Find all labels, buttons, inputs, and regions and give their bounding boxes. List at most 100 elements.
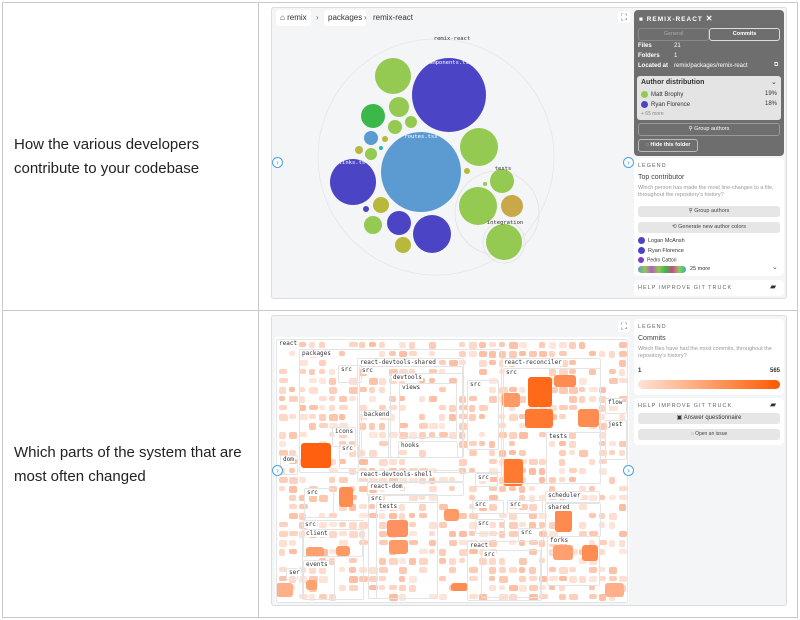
hot-file-tile[interactable] xyxy=(554,375,576,387)
file-tile[interactable] xyxy=(439,414,445,421)
hot-file-tile[interactable] xyxy=(525,409,553,428)
file-tile[interactable] xyxy=(399,594,406,601)
folder-rdom[interactable] xyxy=(367,482,464,496)
file-tile[interactable] xyxy=(319,594,327,600)
file-tile[interactable] xyxy=(279,369,287,374)
file-tile[interactable] xyxy=(509,522,518,529)
file-tile[interactable] xyxy=(609,594,615,601)
file-tile[interactable] xyxy=(459,468,466,474)
file-tile[interactable] xyxy=(329,531,337,538)
file-tile[interactable] xyxy=(459,531,467,537)
folder-src[interactable] xyxy=(472,500,504,514)
file-tile[interactable] xyxy=(419,414,425,420)
file-tile[interactable] xyxy=(619,549,627,554)
folder-forks[interactable] xyxy=(547,536,600,586)
file-tile[interactable] xyxy=(309,576,318,582)
file-tile[interactable] xyxy=(279,450,288,456)
tab-general[interactable]: General xyxy=(638,28,709,41)
file-tile[interactable] xyxy=(299,513,306,520)
file-tile[interactable] xyxy=(519,585,527,592)
file-tile[interactable] xyxy=(399,378,405,384)
file-tile[interactable] xyxy=(489,351,496,358)
file-tile[interactable] xyxy=(279,414,288,421)
file-tile[interactable] xyxy=(309,567,316,574)
file-tile[interactable] xyxy=(589,486,595,491)
file-tile[interactable] xyxy=(399,342,406,348)
file-tile[interactable] xyxy=(329,396,335,401)
collapse-right-button[interactable]: › xyxy=(623,465,634,476)
breadcrumb-remix[interactable]: ⌂ remix xyxy=(276,10,311,26)
file-tile[interactable] xyxy=(529,567,536,574)
file-tile[interactable] xyxy=(279,531,288,537)
file-tile[interactable] xyxy=(579,387,585,392)
file-bubble[interactable] xyxy=(389,97,409,117)
file-tile[interactable] xyxy=(449,531,456,537)
file-tile[interactable] xyxy=(419,504,426,511)
file-tile[interactable] xyxy=(369,477,378,482)
file-tile[interactable] xyxy=(469,531,475,536)
open-issue-button[interactable]: ◌ Open an issue xyxy=(638,429,780,440)
folder-flow[interactable] xyxy=(605,398,627,414)
file-tile[interactable] xyxy=(389,585,397,590)
feedback-icon[interactable]: ▰ xyxy=(770,400,777,409)
file-tile[interactable] xyxy=(379,540,388,545)
file-tile[interactable] xyxy=(349,504,356,511)
file-tile[interactable] xyxy=(389,369,398,376)
file-tile[interactable] xyxy=(419,567,427,573)
file-tile[interactable] xyxy=(619,414,625,421)
file-tile[interactable] xyxy=(339,540,348,546)
file-tile[interactable] xyxy=(499,567,506,573)
file-tile[interactable] xyxy=(359,459,368,465)
file-tile[interactable] xyxy=(549,477,556,483)
file-tile[interactable] xyxy=(299,477,306,483)
file-tile[interactable] xyxy=(469,351,477,357)
file-tile[interactable] xyxy=(399,351,407,357)
file-tile[interactable] xyxy=(369,585,378,590)
file-tile[interactable] xyxy=(559,369,568,376)
file-tile[interactable] xyxy=(469,495,475,500)
file-tile[interactable] xyxy=(359,504,367,509)
file-tile[interactable] xyxy=(559,477,565,482)
file-tile[interactable] xyxy=(489,504,497,511)
file-tile[interactable] xyxy=(319,414,326,421)
file-tile[interactable] xyxy=(589,351,596,356)
file-tile[interactable] xyxy=(469,441,477,446)
file-tile[interactable] xyxy=(549,342,556,349)
file-tile[interactable] xyxy=(519,396,526,403)
file-tile[interactable] xyxy=(279,549,285,556)
file-tile[interactable] xyxy=(369,378,378,385)
hot-file-tile[interactable] xyxy=(451,583,468,591)
file-tile[interactable] xyxy=(329,459,336,465)
file-tile[interactable] xyxy=(459,540,468,545)
file-tile[interactable] xyxy=(319,513,325,518)
file-tile[interactable] xyxy=(399,504,405,511)
file-tile[interactable] xyxy=(619,369,625,376)
file-tile[interactable] xyxy=(279,378,288,383)
file-tile[interactable] xyxy=(539,477,545,483)
file-tile[interactable] xyxy=(279,567,287,572)
file-tile[interactable] xyxy=(519,450,526,456)
feedback-icon[interactable]: ▰ xyxy=(770,282,777,291)
file-tile[interactable] xyxy=(559,405,568,410)
file-tile[interactable] xyxy=(599,351,605,357)
file-tile[interactable] xyxy=(389,351,396,356)
file-tile[interactable] xyxy=(339,414,345,420)
file-tile[interactable] xyxy=(539,576,547,582)
file-tile[interactable] xyxy=(489,486,497,491)
file-tile[interactable] xyxy=(419,450,426,457)
file-tile[interactable] xyxy=(549,369,556,376)
file-tile[interactable] xyxy=(479,342,486,348)
hot-file-tile[interactable] xyxy=(582,545,598,561)
file-tile[interactable] xyxy=(559,441,566,446)
file-tile[interactable] xyxy=(429,549,435,554)
file-tile[interactable] xyxy=(489,387,496,393)
file-tile[interactable] xyxy=(579,486,586,491)
file-tile[interactable] xyxy=(279,576,287,581)
file-tile[interactable] xyxy=(399,477,407,484)
file-tile[interactable] xyxy=(459,513,467,519)
file-tile[interactable] xyxy=(389,459,397,465)
file-tile[interactable] xyxy=(569,342,576,349)
file-tile[interactable] xyxy=(349,585,358,591)
file-tile[interactable] xyxy=(609,477,615,484)
file-tile[interactable] xyxy=(459,351,466,357)
